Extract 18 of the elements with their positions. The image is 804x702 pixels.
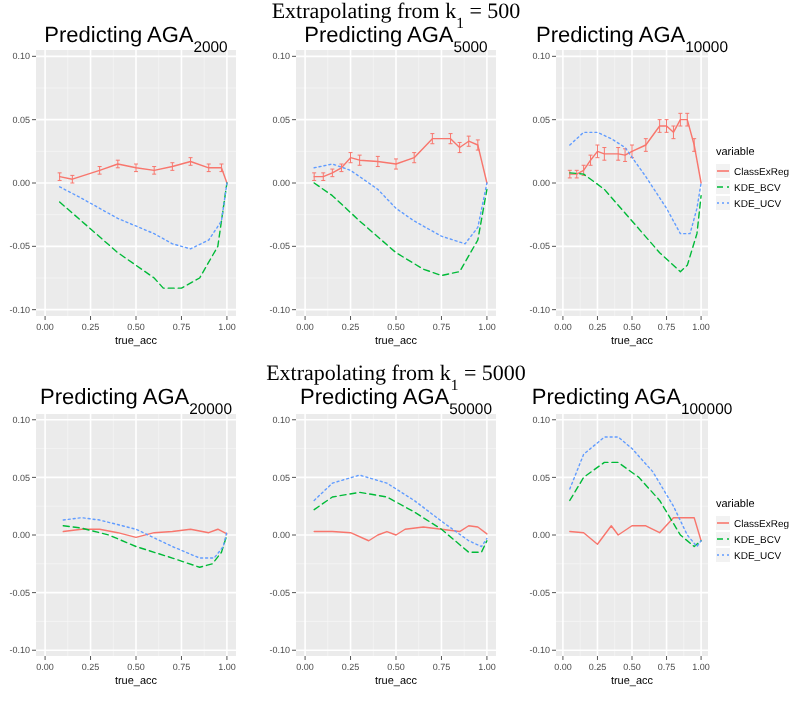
line-series <box>313 163 488 245</box>
line-series <box>569 436 702 548</box>
line-series <box>569 172 702 273</box>
chart-title: Predicting AGA$_{2000}$ <box>44 24 228 55</box>
chart-title: Predicting AGA$_{10000}$ <box>536 24 728 55</box>
line-series <box>62 525 228 568</box>
line-series <box>62 517 228 559</box>
line-series <box>313 525 488 542</box>
chart-title: Predicting AGA$_{100000}$ <box>531 386 733 417</box>
line-series <box>313 182 488 277</box>
line-series <box>569 517 702 545</box>
line-series <box>569 461 702 548</box>
line-series <box>58 182 228 250</box>
line-series <box>569 131 702 235</box>
line-series <box>313 474 488 548</box>
chart-title: Predicting AGA$_{20000}$ <box>40 386 232 417</box>
line-series <box>58 182 228 289</box>
line-series <box>313 491 488 553</box>
